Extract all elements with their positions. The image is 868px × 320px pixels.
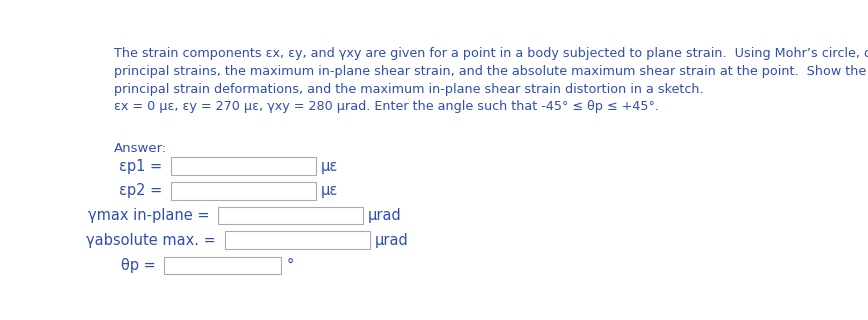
Text: μrad: μrad	[368, 208, 402, 223]
Text: εp1 =: εp1 =	[119, 159, 162, 174]
FancyBboxPatch shape	[225, 231, 370, 249]
FancyBboxPatch shape	[164, 257, 281, 275]
Text: principal strain deformations, and the maximum in-plane shear strain distortion : principal strain deformations, and the m…	[114, 83, 703, 95]
FancyBboxPatch shape	[171, 157, 316, 175]
Text: εp2 =: εp2 =	[119, 183, 162, 198]
Text: μrad: μrad	[375, 233, 409, 248]
Text: γabsolute max. =: γabsolute max. =	[87, 233, 216, 248]
Text: °: °	[286, 258, 294, 273]
Text: εx = 0 με, εy = 270 με, γxy = 280 μrad. Enter the angle such that -45° ≤ θp ≤ +4: εx = 0 με, εy = 270 με, γxy = 280 μrad. …	[114, 100, 659, 113]
Text: Answer:: Answer:	[114, 142, 168, 155]
FancyBboxPatch shape	[171, 182, 316, 200]
Text: γmax in-plane =: γmax in-plane =	[88, 208, 209, 223]
Text: θp =: θp =	[121, 258, 155, 273]
FancyBboxPatch shape	[218, 207, 363, 224]
Text: The strain components εx, εy, and γxy are given for a point in a body subjected : The strain components εx, εy, and γxy ar…	[114, 47, 868, 60]
Text: με: με	[321, 159, 339, 174]
Text: με: με	[321, 183, 339, 198]
Text: principal strains, the maximum in-plane shear strain, and the absolute maximum s: principal strains, the maximum in-plane …	[114, 65, 868, 78]
